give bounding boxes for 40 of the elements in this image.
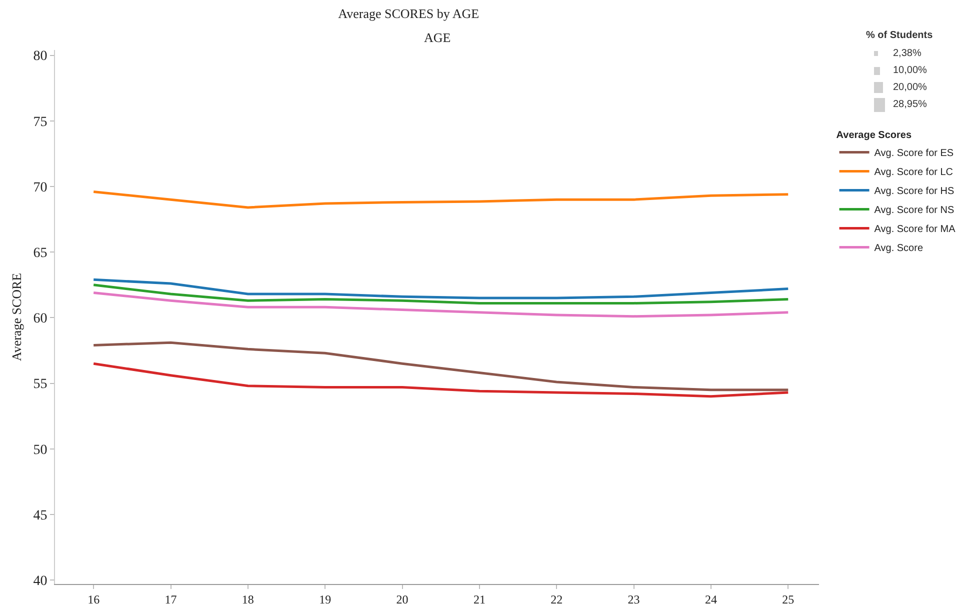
x-tick-label: 19	[319, 592, 332, 606]
text: 2,38%	[893, 48, 922, 59]
y-tick-label: 55	[33, 377, 48, 392]
line-series	[92, 284, 790, 304]
x-axis-title: AGE	[424, 30, 451, 45]
y-tick-label: 70	[33, 180, 48, 196]
y-tick-label: 65	[33, 246, 48, 261]
y-tick-label: 40	[33, 574, 48, 589]
text: 10,00%	[893, 65, 927, 76]
x-tick-label: 21	[473, 592, 486, 606]
x-tick-label: 23	[628, 592, 640, 606]
x-tick-label: 22	[550, 592, 563, 606]
y-tick-label: 60	[33, 312, 48, 327]
line-series	[92, 291, 790, 318]
x-tick-label: 24	[704, 592, 717, 606]
text: 20,00%	[893, 82, 927, 93]
legend-label: Avg. Score for LC	[874, 167, 954, 178]
legend-label: Avg. Score for NS	[874, 205, 954, 216]
y-tick-label: 50	[33, 442, 48, 458]
legend-label: Avg. Score for HS	[874, 186, 954, 198]
text: % of Students	[866, 30, 933, 41]
legend-label: Avg. Score for MA	[874, 224, 956, 236]
y-axis-title: Average SCORE	[9, 272, 24, 362]
x-tick-label: 25	[782, 592, 794, 606]
legend-title: Average Scores	[836, 130, 912, 141]
y-tick-label: 80	[33, 49, 48, 64]
legend-label: Avg. Score	[874, 243, 924, 254]
text: 28,95%	[893, 99, 927, 110]
y-tick-label: 45	[33, 508, 48, 524]
x-tick-label: 16	[88, 592, 100, 606]
x-tick-label: 17	[164, 592, 177, 606]
y-tick-label: 75	[33, 114, 48, 130]
chart-title: Average SCORES by AGE	[338, 6, 480, 22]
legend-label: Avg. Score for ES	[874, 148, 954, 160]
x-tick-label: 20	[396, 592, 408, 606]
line-series	[92, 190, 790, 209]
line-series	[92, 278, 790, 300]
line-series	[92, 341, 790, 392]
x-tick-label: 18	[242, 592, 254, 606]
line-series	[92, 362, 790, 398]
